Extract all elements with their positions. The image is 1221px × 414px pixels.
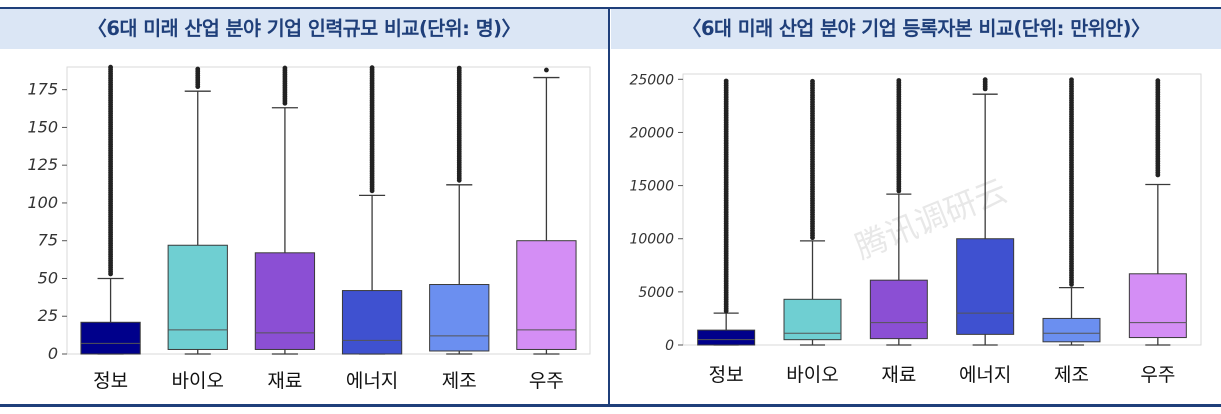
y-tick-label: 5000 (638, 285, 674, 301)
center-divider (608, 9, 610, 404)
outlier-points (1155, 78, 1161, 178)
y-tick-label: 10000 (629, 232, 674, 248)
outlier-points (723, 78, 729, 314)
y-tick-label: 150 (27, 117, 58, 136)
outlier-points (810, 78, 815, 241)
outlier-point (810, 78, 815, 84)
outlier-point (544, 67, 549, 73)
category-label: 정보 (709, 364, 744, 386)
plot-frame (66, 66, 591, 355)
outlier-point (1069, 77, 1074, 83)
category-label: 바이오 (172, 370, 224, 392)
y-tick-label: 25 (38, 306, 58, 325)
y-tick-label: 0 (48, 344, 58, 363)
outlier-points (1069, 77, 1074, 287)
bottom-rule (0, 404, 1221, 407)
box-2 (167, 244, 228, 350)
outlier-point (108, 64, 113, 70)
outlier-points (896, 78, 902, 194)
category-label: 제조 (442, 370, 477, 392)
outlier-point (1155, 78, 1161, 84)
category-label: 우주 (1140, 364, 1175, 386)
outlier-point (896, 78, 902, 83)
y-tick-label: 15000 (629, 179, 674, 195)
box-1 (697, 329, 756, 346)
category-label: 바이오 (786, 364, 838, 386)
outlier-points (369, 65, 375, 194)
outlier-points (195, 66, 201, 90)
box-3 (254, 252, 316, 350)
outlier-points (282, 65, 288, 106)
top-rule (0, 7, 1221, 9)
staff-size-boxplot: 0 25 50 75 100 125 150 175 정보 바이오 재료 에너지 제조 우주 (27, 64, 591, 392)
category-label: 에너지 (346, 370, 398, 392)
box-4 (956, 238, 1015, 335)
left-chart-title: 〈6대 미래 산업 분야 기업 인력규모 비교(단위: 명)〉 (0, 9, 608, 49)
category-label: 에너지 (959, 364, 1011, 386)
category-label: 재료 (267, 370, 302, 392)
outlier-points (544, 67, 549, 73)
outlier-point (282, 65, 288, 71)
y-tick-label: 175 (27, 80, 58, 99)
y-tick-label: 20000 (629, 125, 674, 141)
outlier-points (456, 65, 462, 183)
outlier-point (195, 66, 201, 72)
box-6 (1128, 273, 1187, 339)
y-tick-label: 100 (27, 193, 58, 212)
outlier-points (982, 77, 988, 92)
y-tick-label: 25000 (629, 72, 674, 88)
category-label: 제조 (1054, 364, 1089, 386)
category-label: 우주 (529, 370, 564, 392)
plot-frame (682, 73, 1202, 346)
box-4 (341, 290, 403, 355)
outlier-point (982, 77, 988, 83)
box-5 (1042, 317, 1101, 343)
y-tick-label: 50 (38, 268, 58, 287)
y-tick-label: 125 (27, 155, 58, 174)
outlier-point (723, 78, 729, 84)
box-5 (429, 284, 490, 352)
outlier-point (456, 65, 462, 71)
y-tick-label: 75 (38, 231, 58, 250)
box-1 (80, 321, 141, 355)
box-3 (869, 279, 928, 340)
box-6 (516, 240, 577, 350)
y-tick-label: 0 (665, 338, 674, 354)
outlier-point (369, 65, 375, 71)
category-label: 재료 (881, 364, 916, 386)
right-chart-title: 〈6대 미래 산업 분야 기업 등록자본 비교(단위: 만위안)〉 (611, 9, 1221, 49)
outlier-points (108, 64, 113, 277)
category-label: 정보 (93, 370, 128, 392)
